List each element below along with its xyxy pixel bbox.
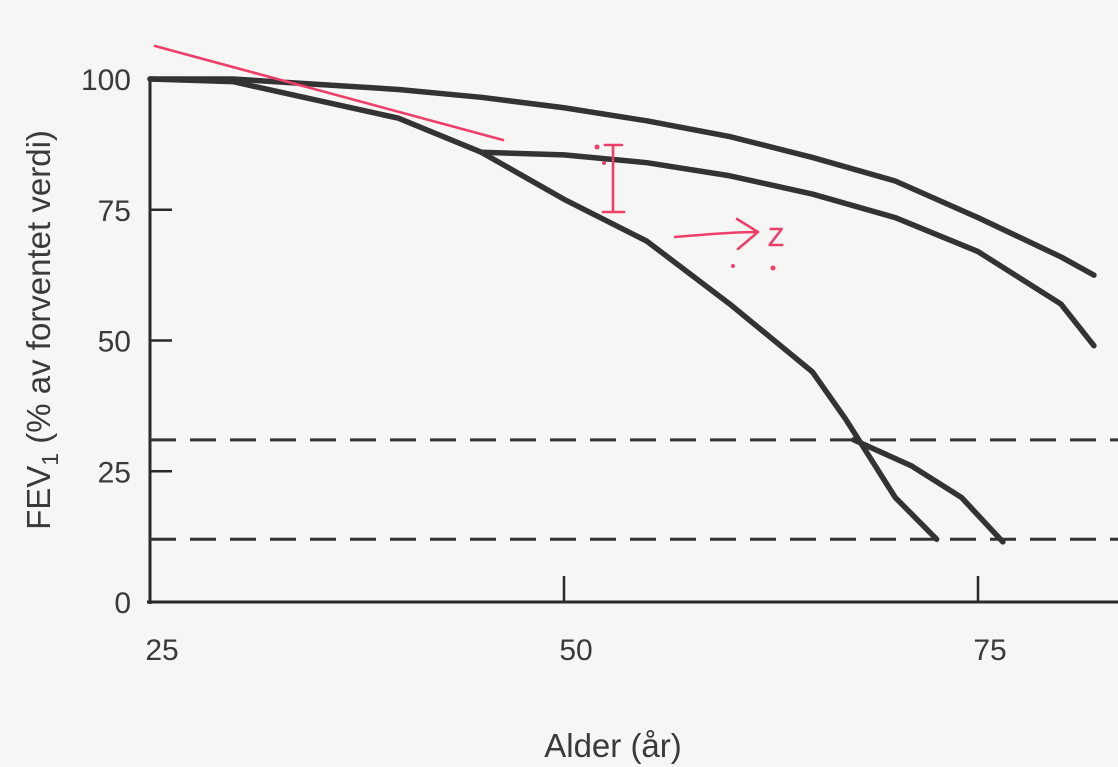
pen-arrow-label: Z	[768, 222, 784, 252]
y-axis-title-subscript: 1	[37, 453, 63, 466]
reference-lines	[150, 438, 1118, 541]
x-tick-label: 50	[559, 634, 592, 667]
pen-dot-top-right	[602, 161, 606, 165]
y-axis-title-main: FEV	[20, 466, 57, 530]
x-tick-label: 75	[973, 634, 1006, 667]
curves	[147, 76, 1097, 545]
fev1-curve	[478, 149, 1097, 349]
pen-dot-below-1	[731, 264, 735, 268]
y-axis-title-rest: (% av forventet verdi)	[20, 130, 57, 453]
y-ticks: 0 25 50 75 100	[81, 64, 172, 620]
fev1-curve	[851, 437, 1006, 545]
pen-gap-bracket	[601, 143, 626, 214]
pen-dot-below-2	[770, 265, 776, 271]
fev1-curve	[147, 76, 940, 542]
x-ticks: 25 50 75	[145, 576, 1007, 667]
y-tick-label: 100	[81, 64, 131, 97]
pen-dot-top	[594, 144, 600, 150]
pen-arrow-icon	[673, 217, 760, 251]
y-tick-label: 0	[114, 587, 131, 620]
pen-annotations: Z	[153, 44, 784, 271]
x-tick-label: 25	[145, 634, 178, 667]
y-axis-title: FEV1 (% av forventet verdi)	[20, 130, 63, 530]
y-tick-label: 75	[98, 195, 131, 228]
y-tick-label: 50	[98, 326, 131, 359]
fev1-curve	[147, 76, 1097, 278]
x-axis-title: Alder (år)	[544, 727, 682, 764]
y-tick-label: 25	[98, 456, 131, 489]
pen-tangent-line	[153, 44, 505, 142]
